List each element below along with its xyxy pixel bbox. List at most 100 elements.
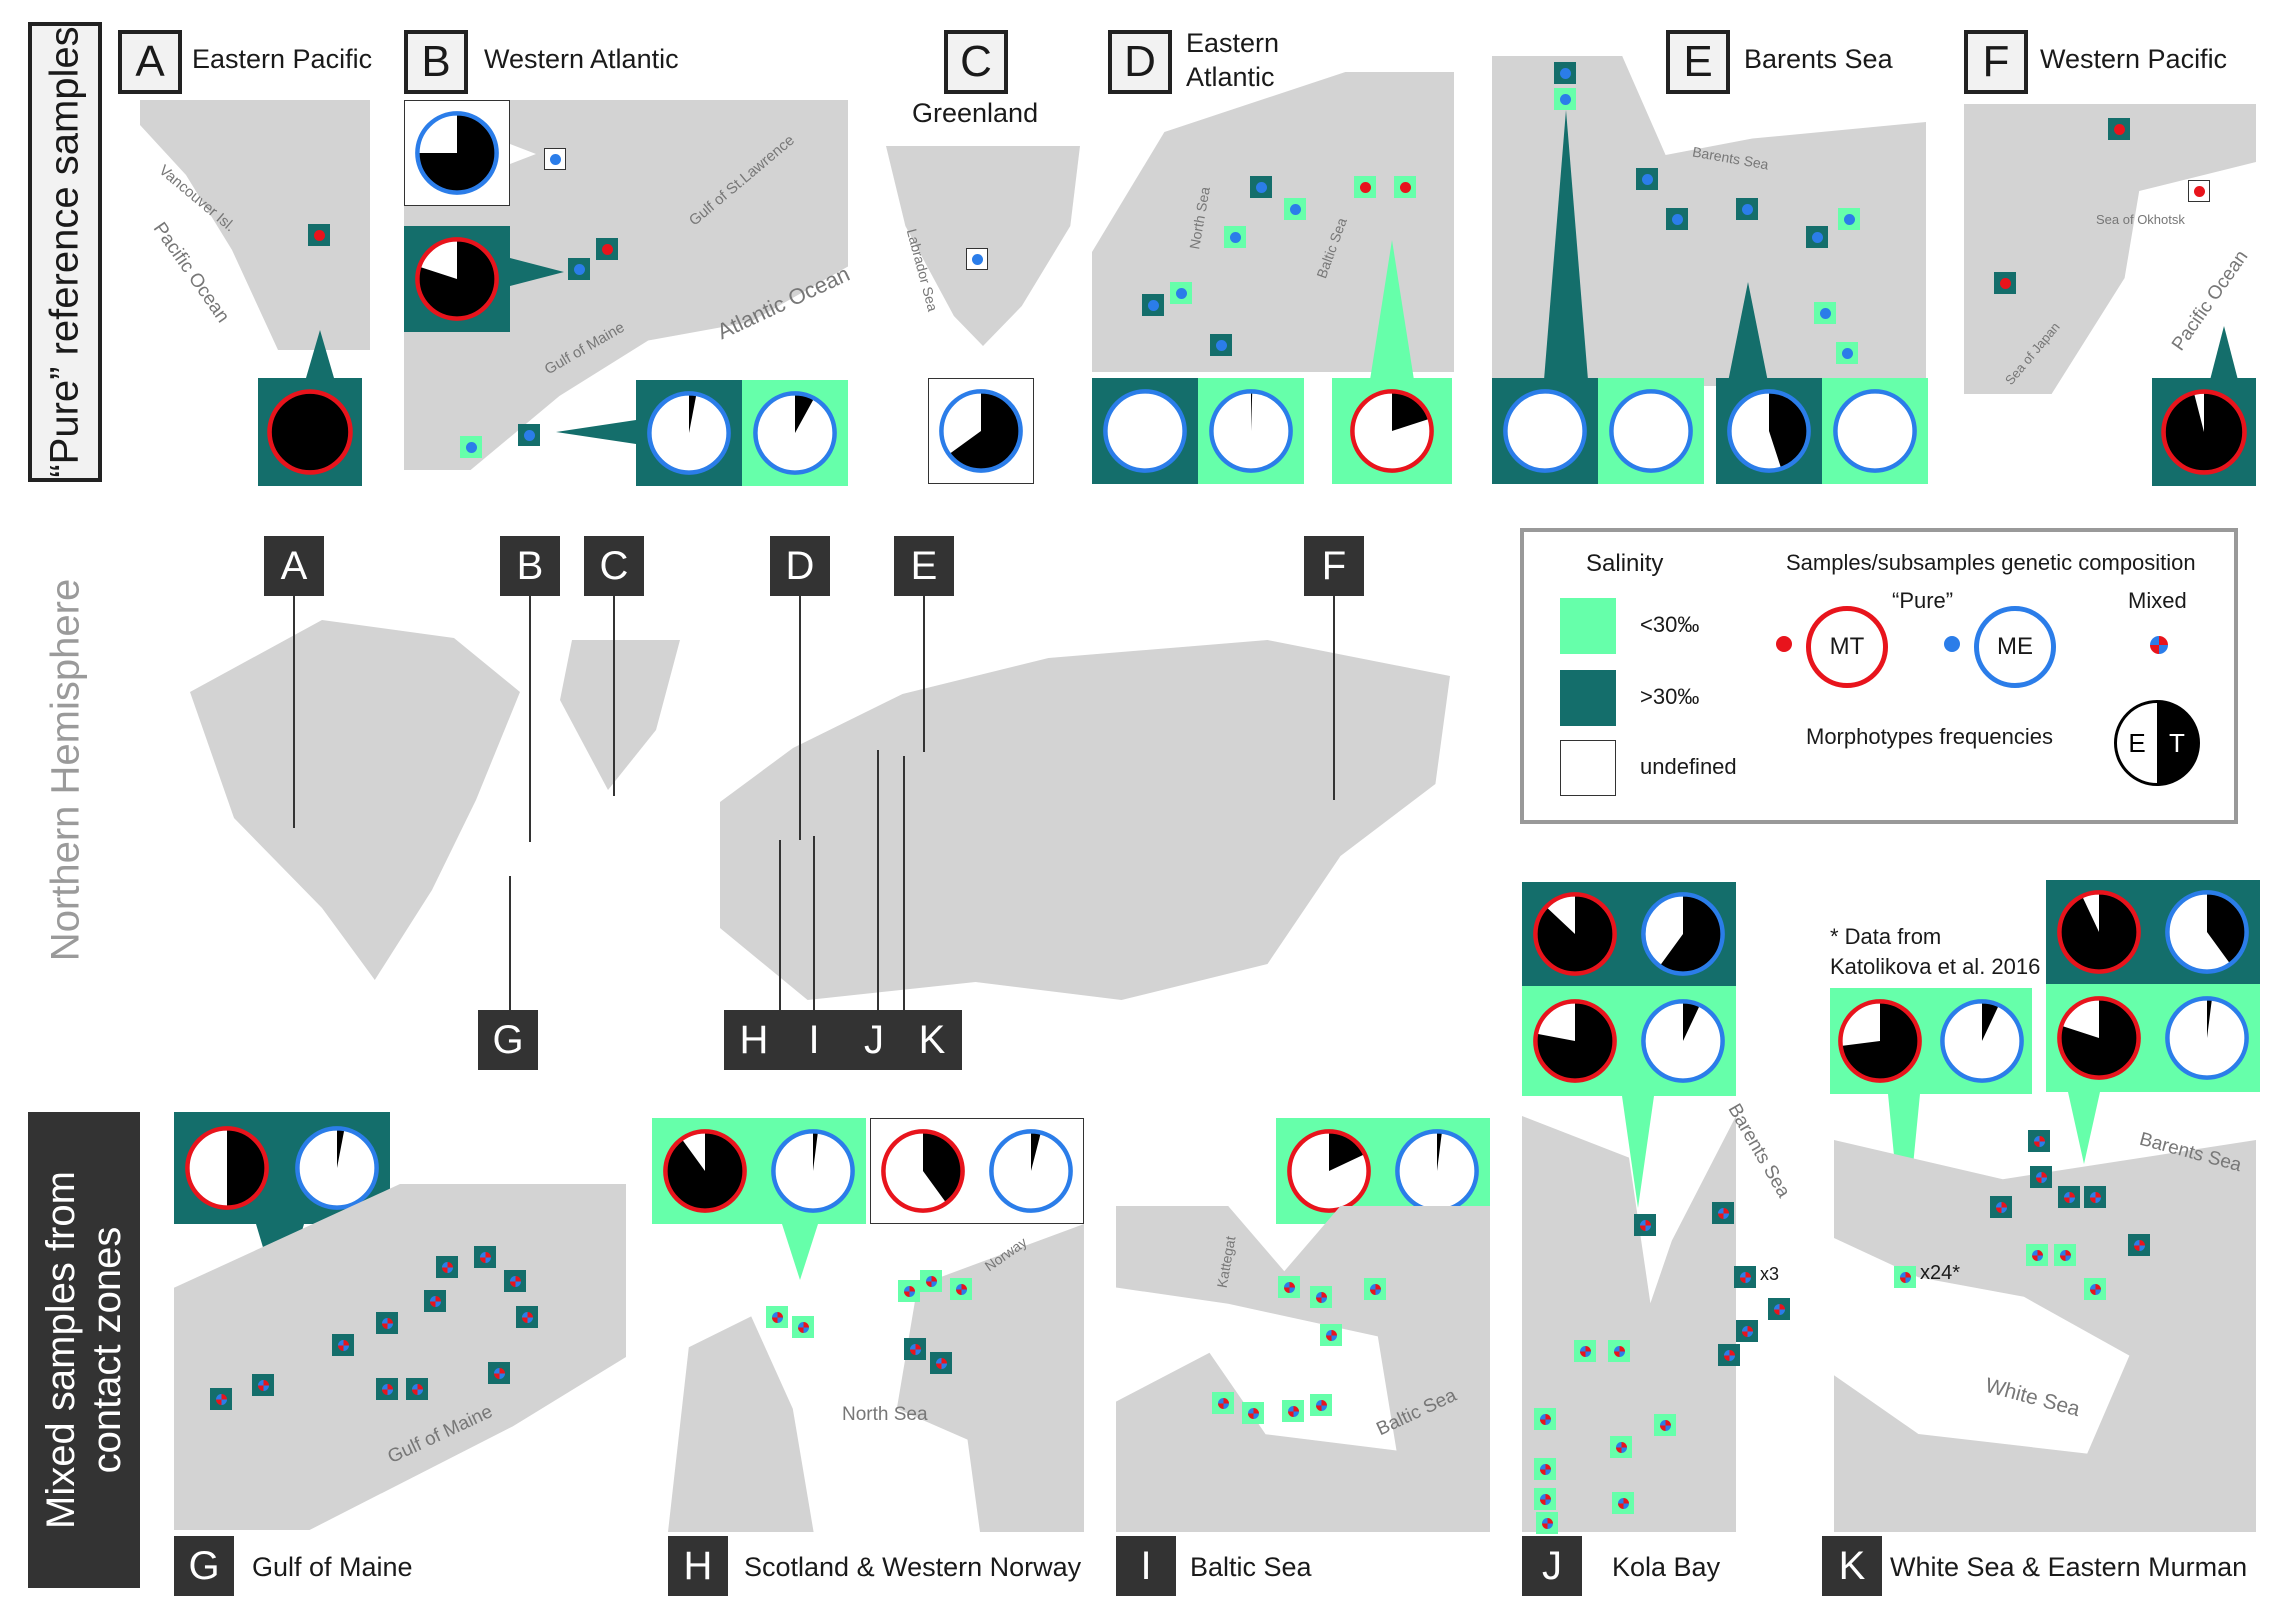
sample-marker [2188,180,2210,202]
sample-marker [436,1256,458,1278]
sample-marker [1170,282,1192,304]
pie-chart [2165,890,2249,974]
sample-marker [2108,118,2130,140]
pie-panel-h-mint [652,1118,866,1224]
pie-ring-mt [1287,1129,1371,1213]
region-letter-j: J [1522,1536,1582,1596]
pie-panel-a [258,378,362,486]
sample-marker [1990,1196,2012,1218]
pie-ring-me [989,1129,1073,1213]
sample-marker [1310,1394,1332,1416]
pie-chart [267,389,353,475]
legend-me-text: ME [1997,633,2033,660]
annotation-x3: x3 [1760,1264,1780,1284]
pie-chart [1533,999,1617,1083]
sample-marker [332,1334,354,1356]
sample-marker [766,1306,788,1328]
pointer-line [529,596,531,842]
sample-marker [460,436,482,458]
legend-swatch-low [1560,598,1616,654]
region-title-i: Baltic Sea [1190,1552,1312,1582]
sample-marker [1554,88,1576,110]
region-letter-e: E [1666,30,1730,94]
pie-ring-mt [185,1126,269,1210]
pie-slice-t [1659,894,1723,974]
pie-slice-t [227,1128,267,1208]
legend-mt-ring: MT [1806,606,1888,688]
sample-marker [2084,1186,2106,1208]
pointer-line [613,596,615,796]
sample-marker [1994,272,2016,294]
map-baltic [1116,1206,1490,1532]
sample-marker [2026,1244,2048,1266]
callout-pointer [782,1224,818,1280]
place-white-sea: White Sea [1982,1373,2083,1422]
region-title-j: Kola Bay [1612,1552,1721,1582]
region-letter-k: K [1822,1536,1882,1596]
sample-marker [1394,176,1416,198]
region-letter-d: D [1108,30,1172,94]
world-label-c: C [584,536,644,596]
pie-ring-me [1940,999,2024,1083]
world-map-north-america [190,620,520,980]
pointer-line [293,596,295,828]
sample-marker [488,1362,510,1384]
region-letter-i: I [1116,1536,1176,1596]
pie-slice-t [2163,391,2245,473]
pie-slice-t [269,391,351,473]
callout-pointer [2210,326,2238,380]
pie-panel-k-left [1830,988,2032,1094]
pie-panel-e-1 [1492,378,1598,484]
pie-ring-me [1103,389,1187,473]
pie-panel-j-top [1522,882,1736,986]
pie-ring-mt [267,389,353,475]
pointer-line [1333,596,1335,800]
world-label-f: F [1304,536,1364,596]
pie-slice-t [417,113,497,193]
pie-panel-c [928,378,1034,484]
legend-label-low: <30‰ [1640,612,1700,637]
legend-morpho-icon: E T [2114,700,2200,786]
pie-chart [1838,999,1922,1083]
region-title-k: White Sea & Eastern Murman [1890,1552,2248,1582]
pie-slice-t [337,1128,345,1168]
sample-marker [2084,1278,2106,1300]
pie-chart [1940,999,2024,1083]
pie-ring-me [2165,890,2249,974]
side-label-pure: “Pure” reference samples [28,22,102,482]
sample-marker [1636,168,1658,190]
sample-marker [1534,1408,1556,1430]
place-north-sea-h: North Sea [842,1404,928,1425]
legend-me-dot [1944,636,1960,652]
pie-panel-j-bottom [1522,986,1736,1096]
sample-marker [1610,1436,1632,1458]
pie-ring-me [1641,892,1725,976]
legend-label-high: >30‰ [1640,684,1700,709]
pie-slice-t [1535,894,1615,974]
pie-ring-me [647,391,731,475]
pie-chart [1727,389,1811,473]
pie-ring-mt [663,1129,747,1213]
pie-slice-t [948,391,1021,471]
legend-salinity-title: Salinity [1586,550,1664,577]
sample-marker [2028,1130,2050,1152]
footnote-line2: Katolikova et al. 2016 [1830,954,2041,979]
sample-marker [1838,208,1860,230]
sample-marker [1612,1492,1634,1514]
region-letter-h: H [668,1536,728,1596]
sample-marker [504,1270,526,1292]
pie-chart [1395,1129,1479,1213]
sample-marker [1554,62,1576,84]
pointer-line [877,750,879,1010]
world-label-a: A [264,536,324,596]
sample-marker [210,1388,232,1410]
pie-chart [1833,389,1917,473]
pie-ring-me [753,391,837,475]
legend-pure-label: “Pure” [1892,588,1954,613]
legend-swatch-undefined [1560,740,1616,796]
pie-slice-t [813,1131,818,1171]
pie-slice-t [1031,1131,1041,1171]
world-label-g: G [478,1010,538,1070]
pie-slice-e [1611,391,1691,471]
pointer-line [779,840,781,1010]
